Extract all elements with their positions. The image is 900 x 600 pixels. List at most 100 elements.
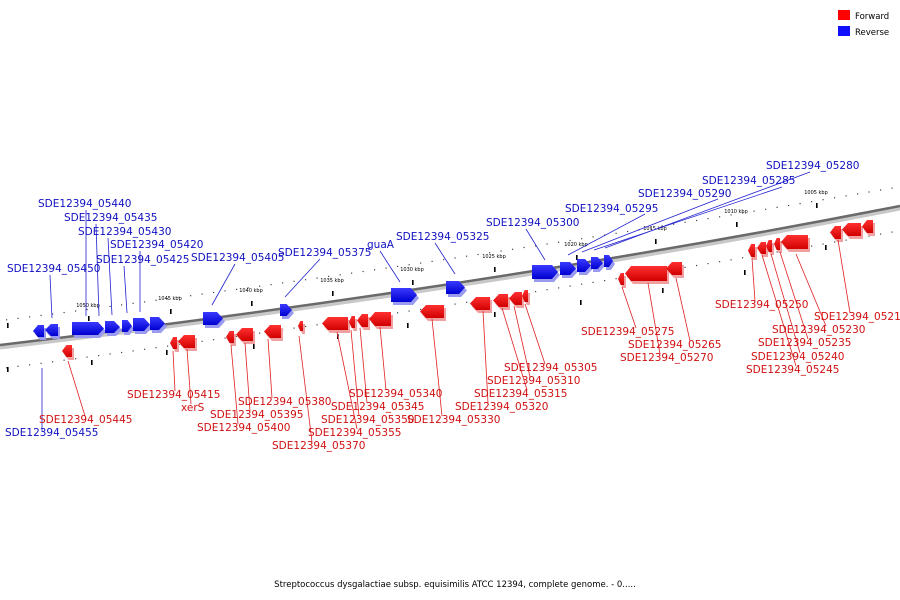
forward-gene-label[interactable]: SDE12394_05315 <box>474 388 567 400</box>
forward-gene[interactable] <box>62 345 74 360</box>
forward-gene[interactable] <box>781 235 810 252</box>
forward-gene-label[interactable]: SDE12394_05275 <box>581 326 674 338</box>
forward-gene[interactable] <box>774 238 782 253</box>
reverse-gene-label[interactable]: SDE12394_05430 <box>78 226 171 238</box>
forward-gene[interactable] <box>236 328 255 344</box>
forward-gene[interactable] <box>748 244 757 260</box>
forward-gene[interactable] <box>830 226 843 242</box>
reverse-gene-label[interactable]: SDE12394_05300 <box>486 217 579 229</box>
reverse-gene-label[interactable]: SDE12394_05440 <box>38 198 131 210</box>
scale-dot <box>213 291 215 294</box>
forward-gene-label[interactable]: SDE12394_05395 <box>210 409 303 421</box>
forward-gene[interactable] <box>322 317 350 333</box>
forward-gene[interactable] <box>842 223 863 239</box>
forward-gene[interactable] <box>470 297 492 313</box>
forward-gene-label[interactable]: SDE12394_05250 <box>715 299 808 311</box>
forward-gene-label[interactable]: SDE12394_05400 <box>197 422 290 434</box>
reverse-gene[interactable] <box>391 288 419 305</box>
forward-gene[interactable] <box>349 316 357 331</box>
forward-gene[interactable] <box>509 292 524 308</box>
forward-gene-label[interactable]: SDE12394_05270 <box>620 352 713 364</box>
forward-gene-label[interactable]: SDE12394_05340 <box>349 388 442 400</box>
reverse-gene[interactable] <box>280 304 294 319</box>
forward-gene-label[interactable]: SDE12394_05245 <box>746 364 839 376</box>
reverse-gene-label[interactable]: SDE12394_05420 <box>110 239 203 251</box>
reverse-gene-label[interactable]: SDE12394_05375 <box>278 247 371 259</box>
forward-gene-label[interactable]: SDE12394_05240 <box>751 351 844 363</box>
reverse-gene[interactable] <box>133 318 152 334</box>
reverse-gene[interactable] <box>72 322 106 338</box>
leader-line <box>107 237 113 316</box>
forward-gene[interactable] <box>625 266 669 284</box>
forward-gene-label[interactable]: xerS <box>181 402 205 414</box>
reverse-gene-label[interactable]: SDE12394_05280 <box>766 160 859 172</box>
reverse-gene[interactable] <box>122 320 134 335</box>
reverse-gene-label[interactable]: SDE12394_05285 <box>702 175 795 187</box>
forward-gene[interactable] <box>420 305 446 321</box>
scale-tick <box>170 309 172 314</box>
reverse-gene-label[interactable]: SDE12394_05290 <box>638 188 731 200</box>
forward-gene-label[interactable]: SDE12394_05445 <box>39 414 132 426</box>
forward-gene[interactable] <box>618 273 626 288</box>
forward-gene-label[interactable]: SDE12394_05215 <box>814 311 900 323</box>
reverse-gene-label[interactable]: SDE12394_05405 <box>191 252 284 264</box>
scale-tick <box>251 301 253 306</box>
forward-gene-label[interactable]: SDE12394_05305 <box>504 362 597 374</box>
forward-gene[interactable] <box>226 331 236 346</box>
reverse-gene[interactable] <box>203 312 225 328</box>
gene-body <box>748 244 755 257</box>
forward-gene[interactable] <box>862 220 875 236</box>
reverse-gene[interactable] <box>532 265 560 282</box>
forward-gene-label[interactable]: SDE12394_05310 <box>487 375 580 387</box>
forward-gene-label[interactable]: SDE12394_05320 <box>455 401 548 413</box>
scale-dot <box>362 270 364 273</box>
reverse-gene[interactable] <box>150 317 167 333</box>
gene-body <box>105 321 120 333</box>
reverse-gene-label[interactable]: guaA <box>367 239 395 251</box>
forward-gene-label[interactable]: SDE12394_05230 <box>772 324 865 336</box>
reverse-gene-label[interactable]: SDE12394_05325 <box>396 231 489 243</box>
forward-gene-label[interactable]: SDE12394_05370 <box>272 440 365 452</box>
forward-gene[interactable] <box>766 240 774 255</box>
forward-gene[interactable] <box>178 335 197 351</box>
reverse-gene-label[interactable]: SDE12394_05435 <box>64 212 157 224</box>
forward-gene[interactable] <box>666 262 684 278</box>
forward-gene[interactable] <box>369 312 393 329</box>
forward-gene-label[interactable]: SDE12394_05265 <box>628 339 721 351</box>
reverse-gene[interactable] <box>577 259 593 275</box>
scale-dot <box>109 353 111 355</box>
gene-body <box>560 262 576 275</box>
forward-gene[interactable] <box>298 321 305 334</box>
leader-line <box>795 253 827 327</box>
forward-gene-label[interactable]: SDE12394_05415 <box>127 389 220 401</box>
reverse-gene[interactable] <box>45 324 60 339</box>
forward-gene[interactable] <box>522 290 530 305</box>
reverse-gene[interactable] <box>446 281 467 297</box>
leader-line <box>501 307 528 391</box>
forward-gene[interactable] <box>757 242 768 257</box>
reverse-gene-label[interactable]: SDE12394_05455 <box>5 427 98 439</box>
forward-gene-label[interactable]: SDE12394_05345 <box>331 401 424 413</box>
leader-line <box>336 331 358 430</box>
reverse-gene-label[interactable]: SDE12394_05425 <box>96 254 189 266</box>
forward-gene-label[interactable]: SDE12394_05330 <box>407 414 500 426</box>
forward-gene-label[interactable]: SDE12394_05380 <box>238 396 331 408</box>
gene-body <box>349 316 355 328</box>
forward-gene-label[interactable]: SDE12394_05350 <box>321 414 414 426</box>
reverse-gene[interactable] <box>560 262 578 278</box>
forward-gene-label[interactable]: SDE12394_05355 <box>308 427 401 439</box>
scale-dot <box>730 259 732 261</box>
forward-gene[interactable] <box>170 337 179 352</box>
reverse-gene[interactable] <box>105 321 122 336</box>
forward-gene-label[interactable]: SDE12394_05235 <box>758 337 851 349</box>
gene-body <box>322 317 348 330</box>
forward-gene[interactable] <box>264 325 283 341</box>
reverse-gene[interactable] <box>33 325 46 340</box>
reverse-gene-label[interactable]: SDE12394_05295 <box>565 203 658 215</box>
leader-line <box>186 348 192 405</box>
reverse-gene-label[interactable]: SDE12394_05450 <box>7 263 100 275</box>
forward-gene[interactable] <box>357 314 370 330</box>
reverse-gene[interactable] <box>604 255 615 270</box>
forward-gene[interactable] <box>493 294 510 310</box>
reverse-gene[interactable] <box>591 257 605 272</box>
